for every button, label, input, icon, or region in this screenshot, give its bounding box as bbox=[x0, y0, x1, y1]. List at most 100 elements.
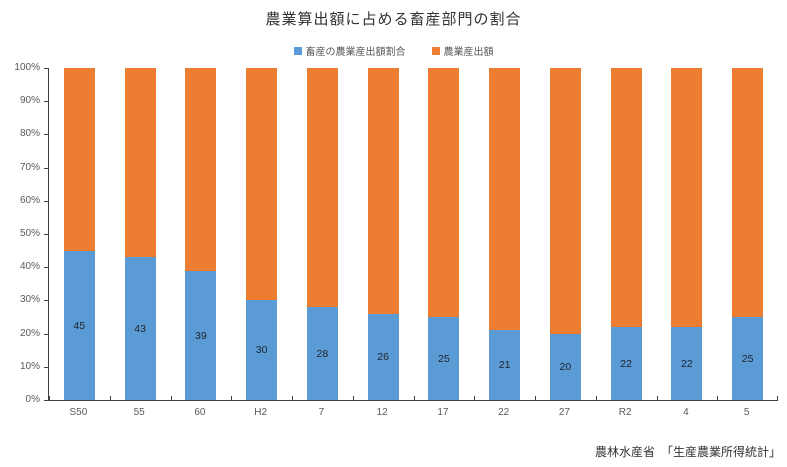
stacked-bar: 43 bbox=[124, 68, 156, 400]
y-axis-tick-label: 100% bbox=[14, 62, 40, 73]
x-axis-category-label: 5 bbox=[743, 407, 750, 418]
x-axis-tick-mark bbox=[352, 396, 354, 400]
y-axis-tick-label: 90% bbox=[19, 95, 40, 107]
y-axis-tick-mark bbox=[44, 68, 48, 69]
y-axis-tick-label: 20% bbox=[19, 327, 40, 339]
bar-segment-livestock bbox=[367, 314, 399, 400]
bar-segment-agriculture bbox=[246, 68, 278, 300]
bar-data-label: 39 bbox=[195, 329, 207, 342]
legend-marker-livestock-icon bbox=[293, 46, 302, 55]
y-axis-tick-mark bbox=[44, 300, 48, 302]
bar-data-label: 30 bbox=[255, 344, 268, 356]
x-axis-category-label: 60 bbox=[194, 407, 206, 418]
x-axis-tick-mark bbox=[170, 396, 172, 400]
bar-data-label: 22 bbox=[681, 357, 693, 370]
y-axis-tick-label: 30% bbox=[19, 294, 40, 306]
bar-segment-agriculture bbox=[185, 68, 217, 271]
bar-segment-agriculture bbox=[732, 68, 764, 317]
y-axis-tick-mark bbox=[44, 167, 48, 169]
y-axis-tick-mark bbox=[44, 234, 48, 235]
bar-segment-agriculture bbox=[367, 68, 399, 314]
bar-data-label: 21 bbox=[498, 359, 511, 371]
bar-segment-agriculture bbox=[63, 68, 95, 251]
legend-label-agriculture: 農業産出額 bbox=[443, 47, 494, 58]
y-axis-tick-mark bbox=[44, 333, 48, 335]
bar-segment-livestock bbox=[246, 300, 278, 400]
bar-segment-livestock bbox=[671, 327, 703, 400]
stacked-bar: 39 bbox=[185, 68, 217, 400]
x-axis-category-label: 4 bbox=[683, 407, 689, 418]
stacked-bar: 22 bbox=[610, 68, 642, 400]
x-axis-tick-mark bbox=[231, 396, 233, 400]
x-axis-tick-mark bbox=[474, 396, 476, 400]
bar-segment-livestock bbox=[428, 317, 460, 400]
legend-item-livestock: 畜産の農業産出額割合 bbox=[293, 43, 406, 58]
y-axis-tick-mark bbox=[44, 400, 48, 401]
bar-segment-livestock bbox=[610, 327, 642, 400]
bar-segment-livestock bbox=[306, 307, 338, 400]
bar-data-label: 22 bbox=[620, 357, 632, 370]
y-axis-tick-mark bbox=[44, 134, 48, 136]
bar-segment-livestock bbox=[185, 271, 217, 400]
bar-segment-agriculture bbox=[124, 68, 156, 257]
x-axis-category-label: 55 bbox=[133, 407, 145, 418]
chart-title: 農業算出額に占める畜産部門の割合 bbox=[265, 11, 522, 28]
x-axis-category-label: 22 bbox=[498, 407, 510, 418]
y-axis-tick-label: 10% bbox=[19, 360, 40, 372]
x-axis-tick-mark bbox=[717, 396, 719, 400]
bar-data-label: 26 bbox=[377, 351, 389, 363]
bar-segment-livestock bbox=[124, 257, 156, 400]
bar-data-label: 25 bbox=[741, 352, 754, 365]
x-axis-category-label: S50 bbox=[69, 407, 88, 418]
y-axis-tick-mark bbox=[44, 200, 48, 202]
bar-segment-livestock bbox=[732, 317, 764, 400]
bar-segment-livestock bbox=[489, 330, 521, 400]
x-axis-category-label: 12 bbox=[376, 407, 388, 418]
stacked-bar: 25 bbox=[428, 68, 460, 400]
x-axis-tick-mark bbox=[535, 396, 536, 400]
stacked-bar: 30 bbox=[246, 68, 278, 400]
stacked-bar: 45 bbox=[63, 68, 95, 400]
bar-segment-livestock bbox=[549, 334, 581, 400]
x-axis-category-label: 17 bbox=[437, 407, 449, 418]
bar-data-label: 43 bbox=[134, 322, 146, 335]
legend-marker-agriculture-icon bbox=[431, 46, 440, 55]
y-axis-tick-label: 60% bbox=[19, 194, 40, 206]
y-axis-tick-mark bbox=[44, 366, 48, 368]
x-axis-tick-mark bbox=[656, 396, 658, 400]
legend-item-agriculture: 農業産出額 bbox=[431, 43, 494, 58]
plot-area: 45 43 39 30 28 26 25 21 20 22 22 25 bbox=[48, 68, 778, 401]
x-axis-category-label: 7 bbox=[318, 407, 325, 418]
bar-segment-agriculture bbox=[306, 68, 338, 307]
stacked-bar: 22 bbox=[671, 68, 703, 400]
stacked-bar: 26 bbox=[367, 68, 399, 400]
x-axis-tick-mark bbox=[49, 396, 50, 400]
x-axis-tick-mark bbox=[413, 396, 415, 400]
bar-data-label: 20 bbox=[559, 361, 572, 373]
x-axis-tick-mark bbox=[292, 396, 293, 400]
bar-data-label: 28 bbox=[316, 347, 329, 360]
x-axis-category-label: 27 bbox=[558, 407, 570, 418]
legend-label-livestock: 畜産の農業産出額割合 bbox=[305, 47, 406, 58]
stacked-bar: 21 bbox=[489, 68, 521, 400]
y-axis-tick-mark bbox=[44, 267, 48, 269]
y-axis-tick-mark bbox=[44, 101, 48, 103]
y-axis-tick-label: 0% bbox=[25, 394, 40, 405]
x-axis-tick-mark bbox=[109, 396, 111, 400]
y-axis-tick-label: 50% bbox=[19, 228, 40, 239]
source-note: 農林水産省 「生産農業所得統計」 bbox=[594, 445, 781, 459]
y-axis-tick-label: 70% bbox=[19, 161, 40, 173]
chart-legend: 畜産の農業産出額割合 農業産出額 bbox=[0, 43, 787, 58]
stacked-bar: 28 bbox=[306, 68, 338, 400]
bar-segment-agriculture bbox=[549, 68, 581, 334]
x-axis-tick-mark bbox=[777, 396, 778, 400]
stacked-bar: 25 bbox=[732, 68, 764, 400]
stacked-bar: 20 bbox=[549, 68, 581, 400]
bar-segment-agriculture bbox=[428, 68, 460, 317]
bar-data-label: 25 bbox=[438, 352, 450, 365]
bar-data-label: 45 bbox=[73, 319, 86, 332]
y-axis-tick-label: 40% bbox=[19, 261, 40, 273]
bar-segment-livestock bbox=[63, 251, 95, 400]
bar-segment-agriculture bbox=[610, 68, 642, 327]
x-axis-category-label: R2 bbox=[618, 407, 632, 418]
